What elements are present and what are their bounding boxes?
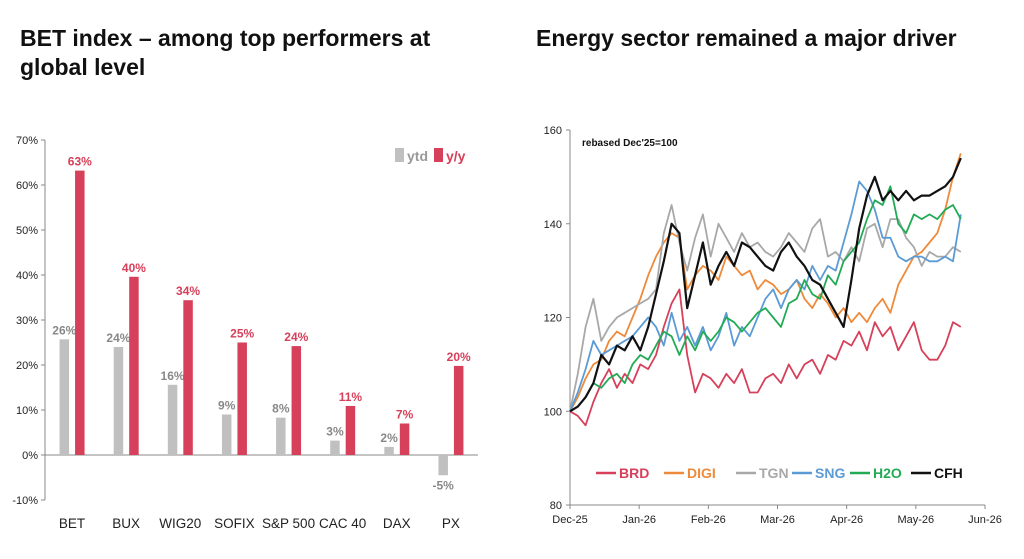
rebased-note: rebased Dec'25=100	[582, 138, 678, 149]
line-x-tick-label: Mar-26	[760, 514, 795, 526]
bar-yy-5	[345, 405, 356, 455]
bar-category-label: CAC 40	[319, 516, 366, 531]
bar-data-label: 8%	[272, 402, 290, 416]
bar-category-label: BET	[59, 516, 85, 531]
series-line-cfh	[569, 157, 962, 413]
bar-data-label: 25%	[230, 327, 254, 341]
bar-yy-4	[291, 346, 302, 455]
bar-y-tick-label: 40%	[16, 270, 38, 282]
legend-yy-label: y/y	[446, 148, 466, 164]
legend-label-tgn: TGN	[759, 465, 789, 481]
bar-data-label: 24%	[106, 331, 130, 345]
bar-ytd-5	[330, 440, 340, 455]
bar-y-tick-label: 10%	[16, 405, 38, 417]
bar-ytd-2	[167, 384, 178, 455]
bar-ytd-6	[384, 446, 394, 455]
bar-category-label: SOFIX	[214, 516, 255, 531]
legend-label-brd: BRD	[619, 465, 649, 481]
bar-data-label: -5%	[433, 478, 455, 492]
line-x-tick-label: Apr-26	[830, 514, 863, 526]
bar-data-label: 7%	[396, 408, 414, 422]
left-panel-title: BET index – among top performers at glob…	[20, 25, 431, 80]
series-line-brd	[569, 288, 962, 427]
series-line-tgn	[569, 204, 962, 412]
bar-data-label: 24%	[284, 330, 308, 344]
legend-label-digi: DIGI	[687, 465, 716, 481]
line-y-tick-label: 120	[544, 313, 562, 325]
bar-ytd-4	[276, 417, 286, 455]
line-chart: 80 100 120 140 160 Dec-25 Jan-26 Feb-26 Mar-26 Ap…	[544, 125, 1002, 526]
series-line-h2o	[569, 185, 962, 413]
line-x-tick-label: Dec-25	[552, 514, 587, 526]
legend-yy-swatch	[434, 148, 443, 162]
line-y-tick-label: 140	[544, 219, 562, 231]
series-line-digi	[569, 153, 962, 412]
bar-category-label: PX	[442, 516, 460, 531]
legend-ytd-label: ytd	[407, 148, 428, 164]
legend-label-cfh: CFH	[934, 465, 963, 481]
series-line-sng	[569, 180, 962, 412]
bar-ytd-3	[221, 414, 232, 455]
bar-category-label: S&P 500	[262, 516, 315, 531]
bar-y-tick-label: 20%	[16, 360, 38, 372]
bar-y-tick-label: 0%	[22, 450, 38, 462]
bar-data-label: 40%	[122, 261, 146, 275]
legend-label-h2o: H2O	[873, 465, 902, 481]
bar-data-label: 3%	[326, 425, 344, 439]
bar-category-label: WIG20	[159, 516, 201, 531]
bar-yy-0	[75, 170, 85, 455]
line-x-tick-label: Jun-26	[968, 514, 1002, 526]
bar-ytd-1	[113, 347, 124, 455]
bar-ytd-7	[438, 455, 448, 476]
bar-yy-3	[237, 342, 247, 455]
bar-yy-1	[129, 276, 139, 455]
legend-ytd-swatch	[395, 148, 404, 162]
bar-y-tick-label: 30%	[16, 315, 38, 327]
bar-data-label: 20%	[447, 350, 471, 364]
bar-yy-7	[453, 365, 464, 455]
bar-yy-6	[399, 423, 410, 455]
bar-data-label: 11%	[339, 390, 363, 404]
line-y-tick-label: 160	[544, 125, 562, 137]
line-y-tick-label: 80	[550, 500, 562, 512]
line-x-tick-label: Jan-26	[622, 514, 656, 526]
bar-y-tick-label: 50%	[16, 225, 38, 237]
bar-data-label: 63%	[68, 155, 92, 169]
bar-y-tick-label: -10%	[12, 495, 38, 507]
line-x-tick-label: Feb-26	[691, 514, 726, 526]
bar-data-label: 9%	[218, 399, 236, 413]
bar-category-label: BUX	[112, 516, 140, 531]
bar-yy-2	[183, 300, 193, 455]
bar-y-tick-label: 60%	[16, 180, 38, 192]
bar-y-tick-label: 70%	[16, 135, 38, 147]
bar-data-label: 2%	[380, 431, 398, 445]
bar-data-label: 34%	[176, 284, 200, 298]
line-y-tick-label: 100	[544, 406, 562, 418]
bar-ytd-0	[59, 339, 70, 455]
bar-data-label: 26%	[52, 323, 76, 337]
bar-chart: -10% 0% 10% 20% 30% 40% 50% 60% 70% 26% 63% BET 24% 4…	[12, 135, 478, 531]
legend-label-sng: SNG	[815, 465, 845, 481]
line-x-tick-label: May-26	[897, 514, 934, 526]
bar-data-label: 16%	[161, 369, 185, 383]
right-panel-title: Energy sector remained a major driver	[536, 25, 957, 51]
bar-category-label: DAX	[383, 516, 411, 531]
